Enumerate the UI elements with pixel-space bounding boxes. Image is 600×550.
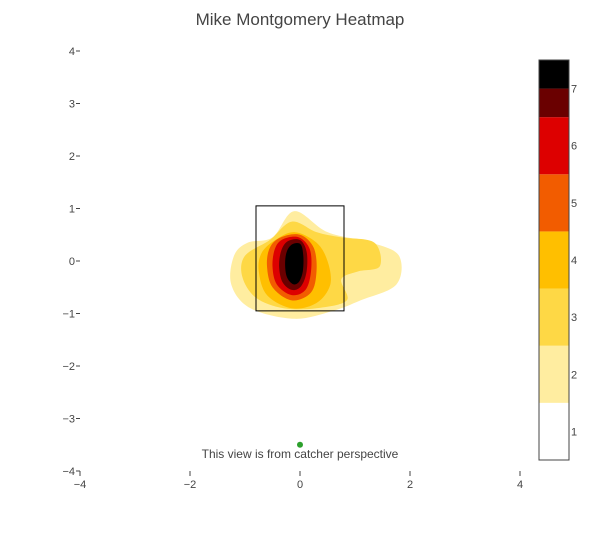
y-tick-label: 3 [69, 99, 75, 111]
y-tick-label: 2 [69, 151, 75, 163]
colorbar-tick-label: 2 [571, 369, 577, 381]
catcher-marker [297, 441, 303, 448]
x-tick-label: 2 [407, 479, 413, 491]
colorbar-band [539, 345, 569, 403]
chart-title: Mike Montgomery Heatmap [196, 10, 405, 29]
colorbar-tick-label: 6 [571, 141, 577, 153]
colorbar-band [539, 117, 569, 175]
colorbar-band [539, 231, 569, 289]
x-tick-label: 4 [517, 479, 523, 491]
y-tick-label: 4 [69, 46, 75, 58]
y-tick-label: −1 [62, 309, 75, 321]
colorbar-band [539, 60, 569, 89]
x-tick-label: −2 [184, 479, 197, 491]
colorbar-outline [538, 59, 570, 461]
strike-zone [255, 205, 345, 312]
perspective-annotation: This view is from catcher perspective [202, 447, 399, 461]
y-tick-label: −4 [62, 466, 75, 478]
colorbar-tick-label: 7 [571, 84, 577, 96]
colorbar-tick-label: 3 [571, 312, 577, 324]
plot-area: 4 3 2 1 0 −1 −2 −3 −4−4 −2 0 2 4 This view is from ca… [62, 46, 523, 491]
colorbar-tick-label: 4 [571, 255, 577, 267]
x-tick-label: 0 [297, 479, 303, 491]
colorbar-band [539, 88, 569, 118]
y-tick-label: −2 [62, 361, 75, 373]
y-tick-label: −3 [62, 414, 75, 426]
colorbar-tick-label: 5 [571, 198, 577, 210]
colorbar-band [539, 288, 569, 346]
colorbar-tick-label: 1 [571, 426, 577, 438]
x-tick-label: −4 [74, 479, 87, 491]
colorbar-band [539, 402, 569, 460]
colorbar: 1 2 3 4 5 6 7 [538, 59, 577, 461]
colorbar-band [539, 174, 569, 232]
y-tick-label: 0 [69, 256, 75, 268]
contour-level-7 [285, 243, 304, 285]
y-tick-label: 1 [69, 204, 75, 216]
